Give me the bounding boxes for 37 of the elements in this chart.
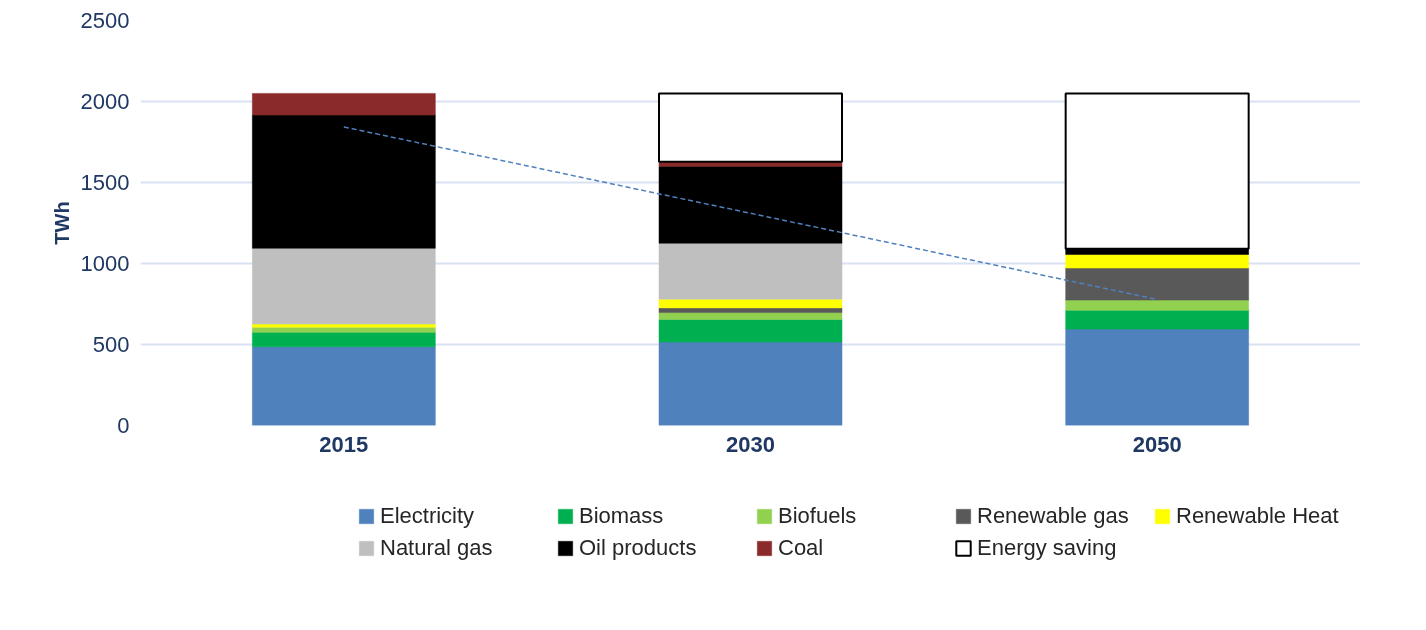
bar xyxy=(252,114,436,249)
bar xyxy=(658,312,843,320)
legend-label: Biofuels xyxy=(778,503,858,529)
y-tick-label: 1000 xyxy=(80,251,130,276)
bar xyxy=(1065,299,1249,311)
x-tick-label: 2030 xyxy=(726,431,775,457)
bar xyxy=(1065,267,1249,301)
bar xyxy=(252,326,436,333)
bar xyxy=(252,346,436,426)
legend-label: Oil products xyxy=(579,535,698,561)
bar xyxy=(1065,328,1249,426)
legend-label: Electricity xyxy=(380,503,476,529)
bar xyxy=(252,248,436,325)
y-tick-label: 1500 xyxy=(80,170,130,195)
bar xyxy=(1065,254,1249,269)
x-tick-label: 2050 xyxy=(1132,431,1182,457)
bar xyxy=(1065,309,1249,330)
y-tick-label: 2000 xyxy=(80,89,130,114)
y-axis-title: TWh xyxy=(50,201,73,245)
y-tick-label: 2500 xyxy=(80,8,130,33)
legend-label: Renewable gas xyxy=(977,503,1130,529)
bar xyxy=(252,331,436,348)
legend-label: Natural gas xyxy=(380,535,494,561)
y-tick-label: 500 xyxy=(92,332,130,357)
legend-label: Renewable Heat xyxy=(1176,503,1340,529)
legend-label: Coal xyxy=(778,535,825,561)
bar xyxy=(252,93,436,116)
bar xyxy=(658,298,843,309)
x-tick-label: 2015 xyxy=(319,431,369,457)
bar xyxy=(658,92,843,163)
bar xyxy=(658,243,843,300)
legend-label: Biomass xyxy=(579,503,665,529)
bar xyxy=(658,319,843,343)
y-tick-label: 0 xyxy=(117,413,130,438)
legend-label: Energy saving xyxy=(977,535,1118,561)
bar xyxy=(658,166,843,244)
bar xyxy=(658,341,843,426)
